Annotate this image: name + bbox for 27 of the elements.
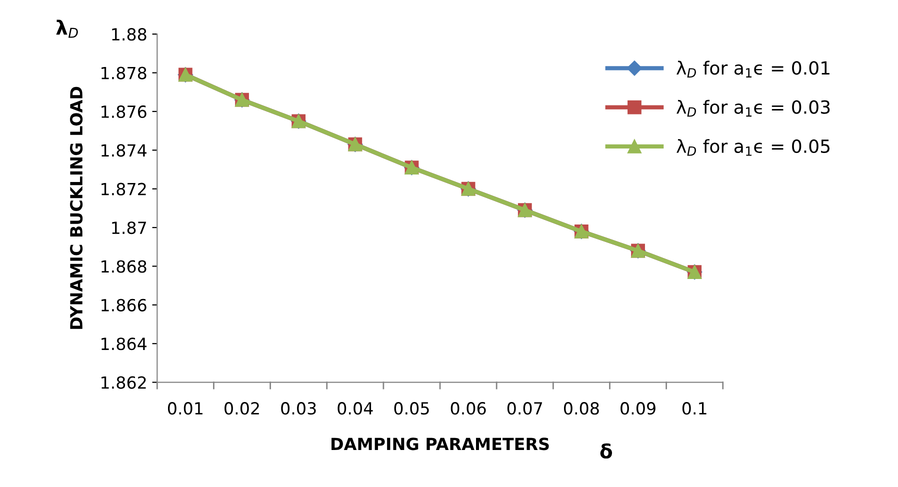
y-tick-label: 1.872 (102, 182, 146, 196)
legend-label: λ$_{D}$ for a$_{1}$ϵ = 0.03 (676, 100, 830, 117)
x-tick-label: 0.06 (450, 402, 486, 415)
legend-label: λ$_{D}$ for a$_{1}$ϵ = 0.01 (676, 60, 830, 78)
y-axis-title: DYNAMIC BUCKLING LOAD (70, 86, 83, 329)
y-tick-label: 1.862 (102, 376, 146, 389)
text: δ (600, 443, 612, 459)
y-tick-label: 1.88 (112, 28, 146, 41)
text: λ$_{D}$ (56, 20, 78, 38)
x-tick-label: 0.05 (394, 402, 429, 415)
y-tick-label: 1.866 (102, 298, 146, 312)
x-tick-label: 0.03 (281, 402, 316, 415)
x-axis-title: DAMPING PARAMETERS (332, 438, 549, 450)
y-tick-label: 1.864 (102, 338, 146, 350)
x-tick-label: 0.1 (682, 402, 706, 415)
x-tick-label: 0.08 (564, 402, 599, 415)
y-tick-label: 1.874 (102, 144, 146, 157)
y-tick-label: 1.87 (112, 222, 146, 234)
y-tick-label: 1.876 (102, 105, 146, 118)
y-tick-label: 1.878 (102, 66, 146, 80)
x-tick-label: 0.07 (507, 402, 542, 415)
x-tick-label: 0.04 (338, 402, 373, 415)
x-tick-label: 0.01 (168, 402, 202, 415)
x-tick-label: 0.02 (224, 402, 259, 415)
y-tick-label: 1.868 (102, 260, 146, 273)
x-tick-label: 0.09 (620, 402, 656, 415)
legend-label: λ$_{D}$ for a$_{1}$ϵ = 0.05 (676, 139, 830, 156)
